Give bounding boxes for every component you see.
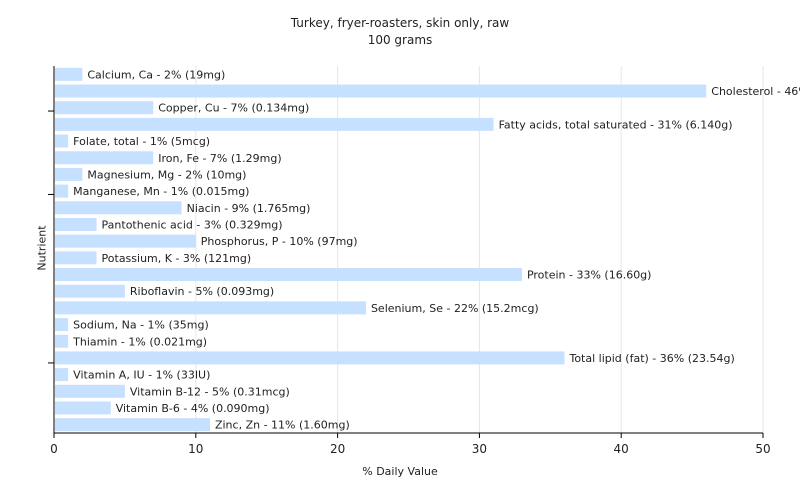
bar-label-2: Copper, Cu - 7% (0.134mg) (158, 102, 309, 115)
bar-label-1: Cholesterol - 46% (139mg) (711, 85, 800, 98)
bar-label-7: Manganese, Mn - 1% (0.015mg) (73, 185, 249, 198)
bar-13 (55, 284, 125, 298)
bar-label-11: Potassium, K - 3% (121mg) (102, 252, 252, 265)
bar-label-5: Iron, Fe - 7% (1.29mg) (158, 152, 281, 165)
bar-label-21: Zinc, Zn - 11% (1.60mg) (215, 419, 350, 432)
chart-title: Turkey, fryer-roasters, skin only, raw (290, 16, 510, 30)
bar-20 (55, 401, 111, 415)
x-tick-label-20: 20 (330, 442, 345, 456)
bar-3 (55, 117, 494, 131)
bar-21 (55, 418, 210, 432)
bar-label-20: Vitamin B-6 - 4% (0.090mg) (116, 402, 270, 415)
bar-label-4: Folate, total - 1% (5mcg) (73, 135, 210, 148)
bar-1 (55, 84, 707, 98)
bar-5 (55, 151, 154, 165)
bar-label-3: Fatty acids, total saturated - 31% (6.14… (499, 118, 733, 131)
y-axis-title: Nutrient (35, 225, 49, 271)
bar-19 (55, 384, 125, 398)
bar-label-12: Protein - 33% (16.60g) (527, 269, 652, 282)
x-tick-label-0: 0 (50, 442, 58, 456)
bar-label-6: Magnesium, Mg - 2% (10mg) (87, 168, 246, 181)
bar-label-17: Total lipid (fat) - 36% (23.54g) (568, 352, 734, 365)
bar-11 (55, 251, 97, 265)
bar-12 (55, 268, 522, 282)
bar-label-15: Sodium, Na - 1% (35mg) (73, 319, 209, 332)
x-tick-label-40: 40 (614, 442, 629, 456)
bar-6 (55, 167, 83, 181)
bar-15 (55, 318, 69, 332)
bar-label-13: Riboflavin - 5% (0.093mg) (130, 285, 274, 298)
bar-label-18: Vitamin A, IU - 1% (33IU) (73, 369, 210, 382)
bar-9 (55, 217, 97, 231)
bar-label-8: Niacin - 9% (1.765mg) (187, 202, 311, 215)
bar-label-19: Vitamin B-12 - 5% (0.31mcg) (130, 385, 290, 398)
bar-7 (55, 184, 69, 198)
bar-8 (55, 201, 182, 215)
bar-label-9: Pantothenic acid - 3% (0.329mg) (102, 218, 283, 231)
bar-10 (55, 234, 196, 248)
chart-subtitle: 100 grams (367, 33, 433, 47)
x-tick-label-30: 30 (472, 442, 487, 456)
bar-17 (55, 351, 565, 365)
x-tick-label-10: 10 (188, 442, 203, 456)
bar-label-0: Calcium, Ca - 2% (19mg) (87, 68, 225, 81)
bar-label-14: Selenium, Se - 22% (15.2mcg) (371, 302, 539, 315)
bar-label-10: Phosphorus, P - 10% (97mg) (201, 235, 358, 248)
bar-18 (55, 368, 69, 382)
bar-2 (55, 101, 154, 115)
bar-16 (55, 334, 69, 348)
bar-14 (55, 301, 366, 315)
bar-label-16: Thiamin - 1% (0.021mg) (72, 335, 207, 348)
x-axis-title: % Daily Value (362, 465, 438, 478)
bar-0 (55, 67, 83, 81)
x-tick-label-50: 50 (755, 442, 770, 456)
bar-4 (55, 134, 69, 148)
